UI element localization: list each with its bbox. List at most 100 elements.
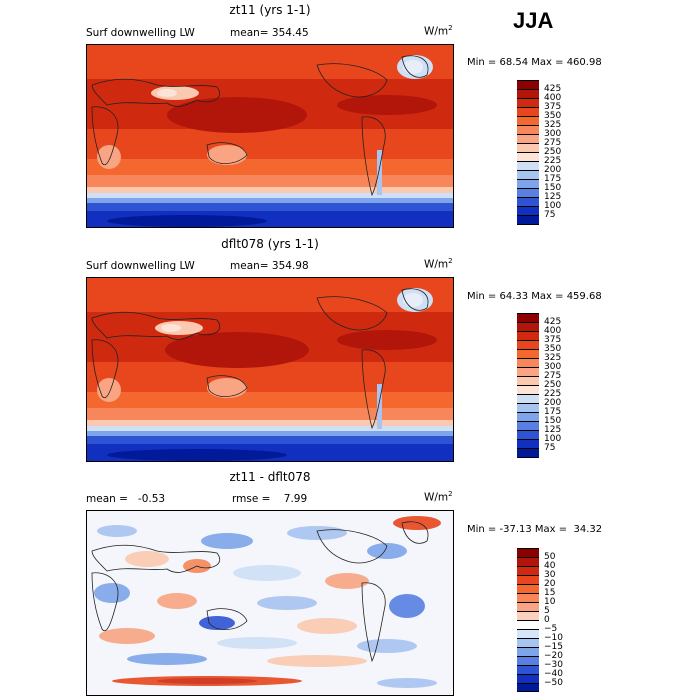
panel-2-colorbar-swatch <box>517 349 539 358</box>
panel-1-colorbar-label: 225 <box>544 156 562 166</box>
panel-2-colorbar-label: 125 <box>544 425 562 435</box>
panel-2-colorbar: 425 400 375 350 325 300 275 250 225 200 … <box>517 313 597 458</box>
panel-1-colorbar-label: 100 <box>544 201 562 211</box>
panel-1-mean-label: mean= 354.45 <box>230 27 309 39</box>
panel-1-colorbar-swatch <box>517 179 539 188</box>
panel-2-colorbar-label: 100 <box>544 434 562 444</box>
panel-1-colorbar-swatch <box>517 206 539 215</box>
panel-1-colorbar-label: 150 <box>544 183 562 193</box>
panel-3-colorbar-swatch <box>517 656 539 665</box>
panel-2-colorbar-label: 275 <box>544 371 562 381</box>
panel-1-colorbar-swatch <box>517 143 539 152</box>
panel-3-colorbar-label: −10 <box>544 633 563 643</box>
panel-3-colorbar-label: −50 <box>544 678 563 688</box>
panel-1-colorbar-label: 325 <box>544 120 562 130</box>
panel-2-colorbar-swatch <box>517 394 539 403</box>
panel-1-colorbar-label: 175 <box>544 174 562 184</box>
panel-3-colorbar-swatch <box>517 611 539 620</box>
panel-2-colorbar-swatch <box>517 439 539 448</box>
panel-1-colorbar-label: 400 <box>544 93 562 103</box>
panel-1-colorbar-label: 375 <box>544 102 562 112</box>
panel-2-mean-label: mean= 354.98 <box>230 260 309 272</box>
panel-3-map-field <box>87 511 453 695</box>
panel-3-title: zt11 - dflt078 <box>229 470 311 484</box>
panel-1-colorbar-label: 350 <box>544 111 562 121</box>
panel-3-colorbar-swatch <box>517 566 539 575</box>
panel-2-colorbar-swatch <box>517 430 539 439</box>
panel-2-map <box>86 277 454 462</box>
panel-1-colorbar-swatch <box>517 170 539 179</box>
panel-3-colorbar-label: 15 <box>544 588 556 598</box>
panel-2-colorbar-swatch <box>517 385 539 394</box>
panel-1-map-field <box>87 45 453 227</box>
panel-2-colorbar-swatch <box>517 358 539 367</box>
panel-1-colorbar-label: 275 <box>544 138 562 148</box>
panel-2-colorbar-label: 300 <box>544 362 562 372</box>
panel-3-colorbar-label: −15 <box>544 642 563 652</box>
panel-1-units: W/m2 <box>424 24 453 38</box>
panel-2-colorbar-label: 75 <box>544 443 556 453</box>
panel-1-colorbar-label: 125 <box>544 192 562 202</box>
panel-3-rmse-label: rmse = 7.99 <box>232 493 308 505</box>
panel-2-colorbar-label: 350 <box>544 344 562 354</box>
panel-2-colorbar-swatch <box>517 313 539 322</box>
panel-2-colorbar-swatch <box>517 367 539 376</box>
panel-2-colorbar-swatch <box>517 412 539 421</box>
panel-3-colorbar-swatch <box>517 620 539 629</box>
panel-3-colorbar-label: 0 <box>544 615 550 625</box>
panel-2-colorbar-swatch <box>517 331 539 340</box>
panel-1-colorbar-swatch <box>517 116 539 125</box>
season-label: JJA <box>513 8 554 33</box>
panel-3-minmax: Min = -37.13 Max = 34.32 <box>467 524 603 535</box>
panel-3-colorbar-label: 20 <box>544 579 556 589</box>
panel-1-colorbar-label: 425 <box>544 84 562 94</box>
panel-1-colorbar-label: 250 <box>544 147 562 157</box>
panel-3-colorbar-label: −40 <box>544 669 563 679</box>
panel-2-minmax: Min = 64.33 Max = 459.68 <box>467 291 602 302</box>
panel-2-colorbar-swatch <box>517 448 539 458</box>
panel-3-colorbar-swatch <box>517 647 539 656</box>
panel-3-colorbar-label: 5 <box>544 606 550 616</box>
panel-1-colorbar-swatch <box>517 125 539 134</box>
panel-2-colorbar-label: 150 <box>544 416 562 426</box>
panel-3-colorbar-swatch <box>517 674 539 683</box>
panel-1-colorbar-label: 200 <box>544 165 562 175</box>
panel-3-colorbar-label: 50 <box>544 552 556 562</box>
panel-2-colorbar-swatch <box>517 403 539 412</box>
panel-1-map <box>86 44 454 228</box>
panel-1-variable-label: Surf downwelling LW <box>86 27 195 39</box>
panel-2-colorbar-label: 250 <box>544 380 562 390</box>
panel-1-colorbar-label: 300 <box>544 129 562 139</box>
panel-1-minmax: Min = 68.54 Max = 460.98 <box>467 57 602 68</box>
panel-3-colorbar-label: 30 <box>544 570 556 580</box>
panel-1-colorbar-swatch <box>517 134 539 143</box>
panel-3-colorbar-swatch <box>517 638 539 647</box>
panel-1-colorbar-swatch <box>517 89 539 98</box>
panel-2-colorbar-swatch <box>517 340 539 349</box>
panel-3-colorbar-swatch <box>517 548 539 557</box>
panel-2-units: W/m2 <box>424 257 453 271</box>
panel-3-colorbar-swatch <box>517 584 539 593</box>
panel-3-colorbar-swatch <box>517 629 539 638</box>
panel-1-colorbar-swatch <box>517 98 539 107</box>
panel-3-colorbar-swatch <box>517 683 539 692</box>
panel-3-colorbar-label: 10 <box>544 597 556 607</box>
panel-3-colorbar-label: −20 <box>544 651 563 661</box>
panel-3-colorbar-swatch <box>517 602 539 611</box>
panel-2-colorbar-swatch <box>517 421 539 430</box>
panel-2-map-field <box>87 278 453 461</box>
panel-3-colorbar-label: 40 <box>544 561 556 571</box>
panel-2-colorbar-label: 200 <box>544 398 562 408</box>
panel-2-variable-label: Surf downwelling LW <box>86 260 195 272</box>
panel-1-colorbar-swatch <box>517 80 539 89</box>
panel-2-colorbar-label: 225 <box>544 389 562 399</box>
panel-3-colorbar-label: −5 <box>544 624 558 634</box>
panel-3-colorbar-label: −30 <box>544 660 563 670</box>
panel-2-colorbar-label: 375 <box>544 335 562 345</box>
panel-2-colorbar-label: 425 <box>544 317 562 327</box>
panel-2-colorbar-label: 175 <box>544 407 562 417</box>
panel-3-units: W/m2 <box>424 490 453 504</box>
panel-3-map <box>86 510 454 696</box>
panel-1-title: zt11 (yrs 1-1) <box>229 3 311 17</box>
panel-2-colorbar-swatch <box>517 376 539 385</box>
